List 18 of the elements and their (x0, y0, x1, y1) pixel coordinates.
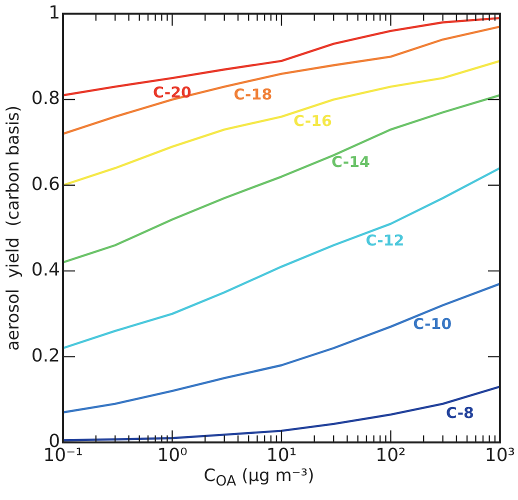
y-tick-label: 0.6 (31, 174, 60, 195)
y-tick-label: 1 (48, 2, 60, 24)
series-label: C-14 (332, 152, 370, 171)
y-axis-title: aerosol yield (carbon basis) (4, 105, 24, 351)
series-label: C-12 (366, 231, 404, 250)
x-tick-label: 10² (376, 444, 406, 466)
x-axis-title: C$_{OA}$ (µg m⁻³) (202, 466, 316, 490)
series-label: C-16 (294, 112, 332, 130)
series-label: C-10 (413, 314, 452, 333)
y-tick-label: 0.2 (31, 345, 60, 366)
x-tick-label: 10³ (484, 444, 515, 466)
series-label: C-8 (446, 404, 474, 422)
x-tick-label: 10⁰ (157, 444, 188, 466)
series-label: C-20 (153, 83, 192, 102)
y-tick-label: 0.4 (31, 260, 60, 281)
series-label: C-18 (234, 86, 272, 104)
x-tick-label: 10¹ (266, 444, 297, 466)
y-tick-label: 0.8 (31, 88, 60, 110)
